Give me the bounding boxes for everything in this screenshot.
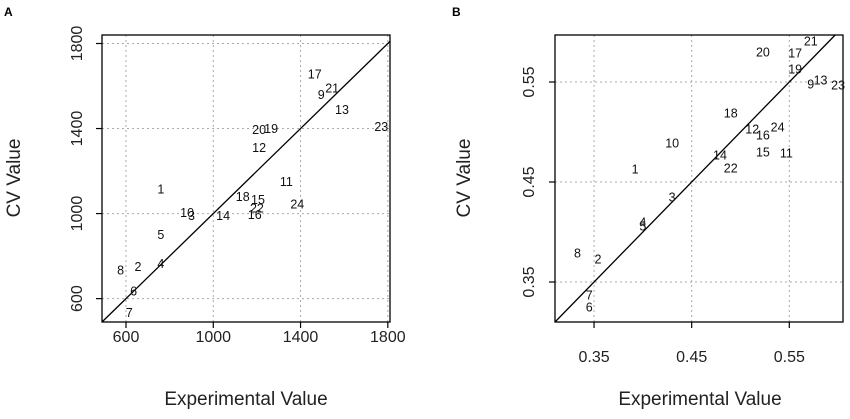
data-point-label: 1	[632, 162, 639, 176]
data-point-label: 2	[135, 260, 142, 274]
identity-line	[101, 40, 391, 323]
y-tick-label: 0.45	[521, 166, 538, 197]
data-point-label: 10	[665, 136, 679, 150]
data-point-label: 16	[248, 208, 262, 222]
data-point-label: 7	[126, 306, 133, 320]
data-point-label: 8	[574, 246, 581, 260]
data-point-label: 24	[771, 120, 785, 134]
identity-line	[554, 34, 836, 323]
data-point-label: 20	[756, 45, 770, 59]
data-point-label: 13	[335, 103, 349, 117]
y-tick-label: 1000	[69, 196, 86, 232]
data-point-label: 17	[308, 68, 322, 82]
plot-frame	[554, 34, 844, 323]
data-point-label: 14	[713, 148, 727, 162]
data-point-label: 13	[814, 73, 828, 87]
data-point-label: 22	[724, 161, 738, 175]
x-tick-label: 0.45	[676, 349, 707, 366]
data-point-label: 15	[756, 145, 770, 159]
data-point-label: 16	[756, 128, 770, 142]
data-point-label: 11	[780, 146, 793, 160]
y-tick-label: 0.55	[521, 66, 538, 97]
data-point-label: 20	[252, 123, 266, 137]
plot-frame	[101, 34, 391, 323]
panel-b: 0.35 0.45 0.55 0.35 0.45 0.55 Experimental Val…	[452, 5, 845, 410]
data-point-label: 24	[290, 197, 304, 211]
data-point-label: 11	[280, 175, 293, 189]
data-point-label: 9	[807, 77, 814, 91]
data-point-label: 3	[188, 209, 195, 223]
x-tick-label: 1000	[195, 329, 231, 346]
x-tick-label: 1800	[370, 329, 406, 346]
data-point-label: 6	[586, 300, 593, 314]
data-point-label: 10	[180, 206, 194, 220]
data-point-label: 8	[117, 263, 124, 277]
y-tick-label: 0.35	[521, 266, 538, 297]
data-point-label: 18	[724, 106, 738, 120]
x-tick-label: 0.55	[774, 349, 805, 366]
data-point-label: 5	[639, 219, 646, 233]
data-point-label: 21	[804, 34, 818, 48]
data-point-label: 19	[264, 122, 278, 136]
data-point-label: 23	[374, 120, 388, 134]
y-tick-label: 1800	[69, 26, 86, 62]
data-point-label: 5	[157, 228, 164, 242]
data-point-label: 19	[788, 62, 802, 76]
panel-label: A	[4, 5, 13, 19]
data-point-label: 22	[250, 202, 264, 216]
data-point-label: 15	[251, 193, 265, 207]
y-axis-title: CV Value	[4, 139, 25, 218]
x-axis-title: Experimental Value	[164, 389, 327, 410]
data-point-label: 4	[639, 215, 646, 229]
data-point-label: 3	[669, 190, 676, 204]
x-axis-title: Experimental Value	[618, 389, 781, 410]
x-tick-label: 1400	[283, 329, 319, 346]
data-point-label: 12	[252, 141, 266, 155]
data-point-label: 2	[594, 252, 601, 266]
y-tick-label: 600	[69, 285, 86, 312]
data-point-label: 9	[318, 88, 325, 102]
data-point-label: 14	[216, 209, 230, 223]
data-point-label: 17	[788, 46, 802, 60]
data-point-label: 7	[586, 288, 593, 302]
data-point-label: 6	[130, 285, 137, 299]
x-tick-label: 600	[113, 329, 140, 346]
data-point-label: 4	[157, 257, 164, 271]
data-point-label: 1	[157, 182, 164, 196]
y-tick-label: 1400	[69, 111, 86, 147]
data-point-label: 21	[325, 82, 339, 96]
data-point-label: 12	[745, 122, 759, 136]
panel-a: 600 1000 1400 1800 600 1000 1400 1800 Experiment…	[4, 5, 406, 410]
data-point-label: 23	[831, 78, 845, 92]
y-axis-title: CV Value	[454, 139, 475, 218]
data-point-label: 18	[236, 190, 250, 204]
x-tick-label: 0.35	[578, 349, 609, 366]
panel-label: B	[452, 5, 461, 19]
